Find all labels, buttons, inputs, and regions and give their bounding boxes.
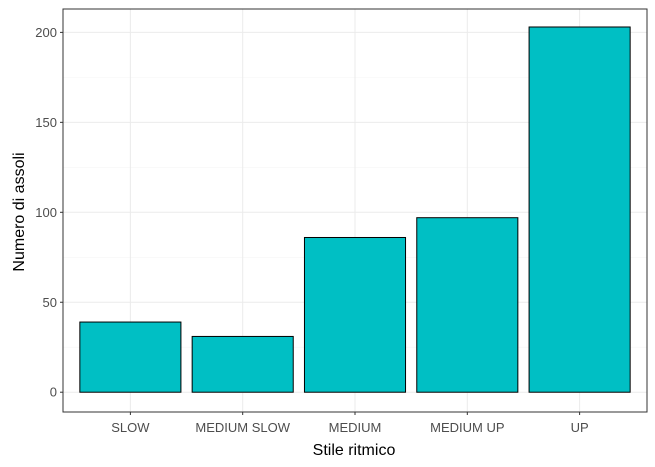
y-tick-label: 200 bbox=[35, 25, 57, 40]
x-tick-label: MEDIUM UP bbox=[430, 420, 504, 435]
bar-up bbox=[528, 26, 631, 393]
bar-slow bbox=[79, 321, 182, 393]
y-tick-label: 100 bbox=[35, 205, 57, 220]
bar-medium-slow bbox=[191, 335, 294, 393]
y-axis-title: Numero di assoli bbox=[11, 152, 28, 271]
x-axis-title: Stile ritmico bbox=[313, 442, 396, 459]
x-tick-label: MEDIUM bbox=[329, 420, 382, 435]
x-axis: SLOW MEDIUM SLOW MEDIUM MEDIUM UP UP bbox=[111, 412, 589, 435]
x-tick-label: SLOW bbox=[111, 420, 150, 435]
y-tick-label: 0 bbox=[50, 385, 57, 400]
bars bbox=[79, 26, 631, 393]
x-tick-label: MEDIUM SLOW bbox=[195, 420, 290, 435]
bar-medium-up bbox=[416, 217, 519, 393]
y-tick-label: 150 bbox=[35, 115, 57, 130]
x-tick-label: UP bbox=[571, 420, 589, 435]
bar-medium bbox=[303, 236, 407, 393]
y-axis: 0 50 100 150 200 bbox=[35, 25, 63, 400]
y-tick-label: 50 bbox=[43, 295, 57, 310]
